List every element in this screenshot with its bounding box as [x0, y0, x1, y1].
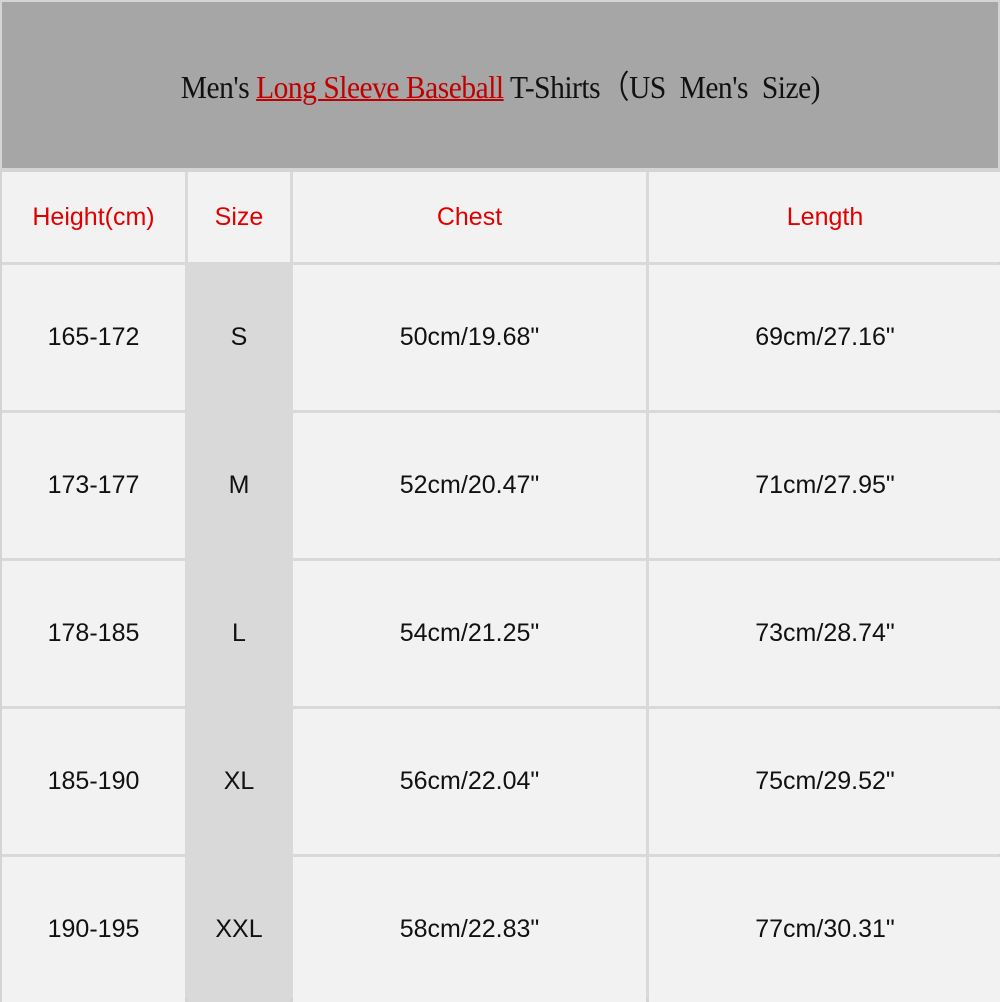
cell-height: 190-195	[2, 857, 185, 1002]
cell-length: 71cm/27.95"	[649, 413, 1000, 558]
cell-size: L	[188, 561, 290, 706]
column-header-length: Length	[649, 172, 1000, 262]
cell-size: XXL	[188, 857, 290, 1002]
cell-chest: 56cm/22.04"	[293, 709, 646, 854]
cell-height: 178-185	[2, 561, 185, 706]
cell-size: S	[188, 265, 290, 410]
column-header-height: Height(cm)	[2, 172, 185, 262]
title-suffix: T-Shirts（US Men's Size)	[503, 69, 820, 105]
size-table: Height(cm) Size Chest Length 165-172 S 50cm/19…	[2, 172, 1000, 1002]
title-banner: Men's Long Sleeve Baseball T-Shirts（US M…	[2, 2, 998, 168]
cell-chest: 54cm/21.25"	[293, 561, 646, 706]
cell-size: M	[188, 413, 290, 558]
column-header-size: Size	[188, 172, 290, 262]
page-title: Men's Long Sleeve Baseball T-Shirts（US M…	[180, 62, 820, 108]
cell-length: 75cm/29.52"	[649, 709, 1000, 854]
cell-height: 173-177	[2, 413, 185, 558]
cell-length: 73cm/28.74"	[649, 561, 1000, 706]
cell-chest: 52cm/20.47"	[293, 413, 646, 558]
cell-length: 69cm/27.16"	[649, 265, 1000, 410]
cell-height: 165-172	[2, 265, 185, 410]
column-header-chest: Chest	[293, 172, 646, 262]
cell-length: 77cm/30.31"	[649, 857, 1000, 1002]
title-highlight: Long Sleeve Baseball	[255, 69, 504, 105]
cell-chest: 58cm/22.83"	[293, 857, 646, 1002]
title-prefix: Men's	[180, 69, 256, 105]
cell-chest: 50cm/19.68"	[293, 265, 646, 410]
cell-size: XL	[188, 709, 290, 854]
cell-height: 185-190	[2, 709, 185, 854]
